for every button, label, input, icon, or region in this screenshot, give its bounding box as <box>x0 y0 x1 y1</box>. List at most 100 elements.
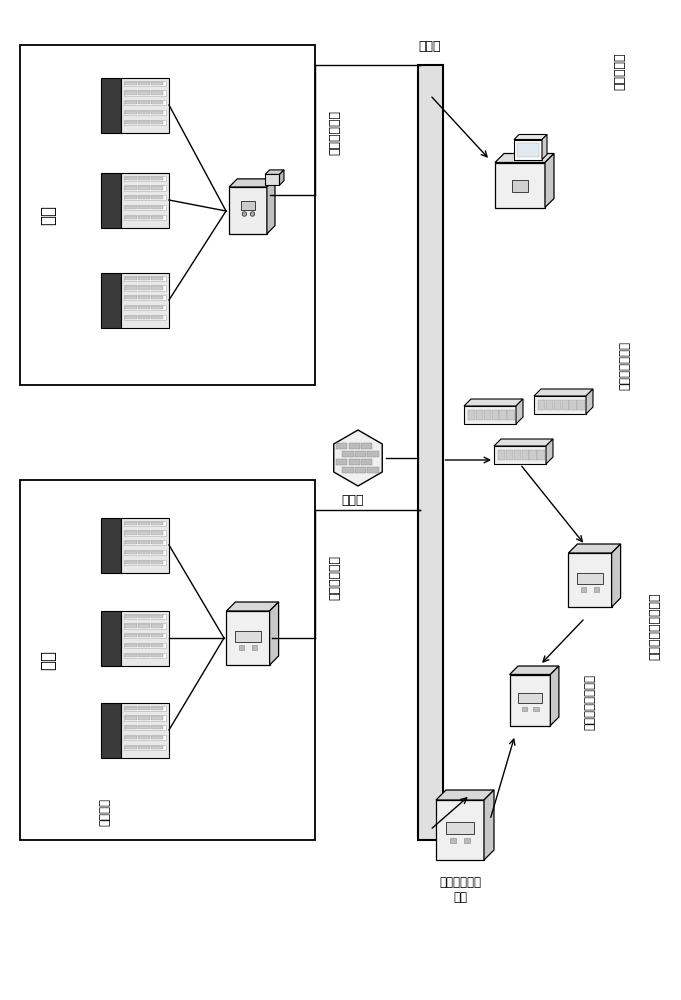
Bar <box>226 611 270 665</box>
Bar <box>125 541 138 544</box>
Bar <box>138 82 150 85</box>
Bar <box>151 186 163 190</box>
Bar <box>125 736 138 739</box>
Bar <box>236 631 261 642</box>
Bar <box>125 275 166 281</box>
Bar <box>125 120 166 125</box>
Bar <box>343 467 353 473</box>
Polygon shape <box>509 666 559 674</box>
Text: 分布式数据处理单元: 分布式数据处理单元 <box>648 592 661 660</box>
Bar <box>239 645 244 650</box>
Bar <box>138 614 150 618</box>
Bar <box>138 196 150 199</box>
Bar <box>138 216 150 219</box>
Bar <box>125 216 138 219</box>
Bar <box>151 296 163 299</box>
Polygon shape <box>494 439 553 446</box>
Bar <box>138 634 150 637</box>
Text: 防火墙: 防火墙 <box>342 493 364 506</box>
Polygon shape <box>265 170 284 174</box>
Bar <box>495 162 545 208</box>
Text: 车间: 车间 <box>39 650 57 670</box>
Bar <box>138 551 150 554</box>
Bar <box>138 522 150 525</box>
Polygon shape <box>545 153 554 208</box>
Bar <box>151 111 163 114</box>
Bar <box>138 176 150 180</box>
Bar <box>125 305 166 310</box>
Bar <box>349 459 360 465</box>
Bar <box>522 450 529 460</box>
Polygon shape <box>229 179 275 187</box>
Bar <box>125 551 138 554</box>
Bar <box>101 272 121 328</box>
Text: 采集单元: 采集单元 <box>99 798 112 826</box>
Bar <box>125 176 166 181</box>
Bar <box>151 706 163 710</box>
Bar <box>125 644 138 647</box>
Bar <box>125 735 166 740</box>
Polygon shape <box>270 602 279 665</box>
Polygon shape <box>550 666 559 726</box>
Bar <box>151 614 163 618</box>
Bar <box>368 467 379 473</box>
Bar <box>20 45 315 385</box>
Bar <box>577 400 584 410</box>
Bar <box>151 551 163 554</box>
Bar <box>125 100 166 105</box>
Bar <box>509 674 550 726</box>
Bar <box>569 553 612 607</box>
Bar <box>125 560 166 565</box>
Circle shape <box>250 212 255 216</box>
Bar <box>125 276 138 280</box>
Bar <box>594 587 599 592</box>
Bar <box>151 82 163 85</box>
Bar <box>138 276 150 280</box>
Bar <box>494 446 546 464</box>
Bar <box>125 530 166 536</box>
Polygon shape <box>586 389 593 414</box>
Bar <box>125 540 166 545</box>
Bar <box>498 450 505 460</box>
Bar <box>355 467 366 473</box>
Bar <box>125 176 138 180</box>
Bar <box>138 654 150 657</box>
Bar <box>125 91 138 95</box>
Bar <box>121 610 169 666</box>
Bar <box>125 725 166 730</box>
Bar <box>138 726 150 729</box>
Bar <box>518 693 542 703</box>
Bar <box>522 707 526 711</box>
Bar <box>138 111 150 114</box>
Bar <box>138 706 150 710</box>
Bar <box>121 172 169 228</box>
Bar <box>581 587 586 592</box>
Bar <box>138 91 150 95</box>
Polygon shape <box>569 544 620 553</box>
Bar <box>125 624 138 628</box>
Bar <box>125 296 138 299</box>
Bar <box>229 187 267 234</box>
Bar <box>125 613 166 619</box>
Bar <box>476 410 483 420</box>
Bar <box>125 643 166 648</box>
Polygon shape <box>464 399 523 406</box>
Bar <box>537 450 545 460</box>
Bar <box>125 653 166 658</box>
Bar <box>138 121 150 124</box>
Bar <box>468 410 475 420</box>
Bar <box>125 520 166 526</box>
Text: 互联网: 互联网 <box>419 40 441 53</box>
Polygon shape <box>546 439 553 464</box>
Text: 云存储中心单元: 云存储中心单元 <box>618 341 631 390</box>
Bar <box>125 315 166 320</box>
Bar <box>138 186 150 190</box>
Bar <box>138 306 150 309</box>
Bar <box>569 400 577 410</box>
Bar <box>125 121 138 124</box>
Bar <box>101 78 121 132</box>
Polygon shape <box>514 134 547 139</box>
Bar <box>251 645 257 650</box>
Bar <box>436 800 484 860</box>
Bar <box>151 531 163 535</box>
